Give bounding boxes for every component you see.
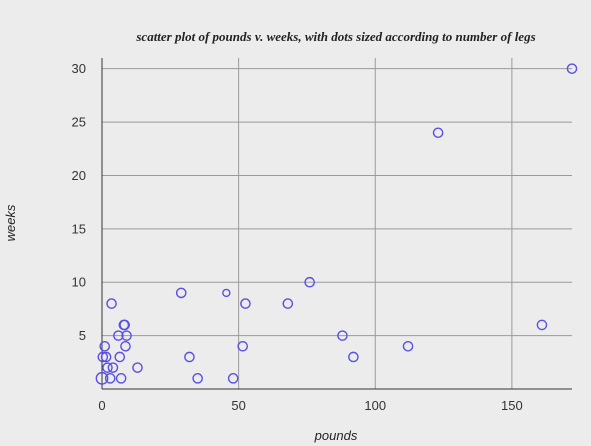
y-tick-label-5: 5 (79, 328, 86, 343)
data-point-9 (114, 351, 126, 363)
data-point-20 (227, 373, 239, 384)
grid-lines (102, 58, 572, 389)
data-point-30 (566, 63, 578, 74)
data-point-5 (104, 373, 116, 384)
y-tick-label-10: 10 (72, 275, 86, 290)
data-point-15 (132, 362, 143, 373)
data-point-16 (175, 287, 187, 299)
data-point-14 (121, 330, 132, 341)
y-tick-label-15: 15 (72, 221, 86, 236)
y-tick-label-20: 20 (72, 168, 86, 183)
data-point-7 (107, 362, 119, 373)
data-point-29 (536, 319, 548, 331)
x-axis-label: pounds (314, 428, 358, 443)
data-point-27 (402, 340, 414, 352)
data-point-24 (304, 276, 315, 288)
x-tick-label-150: 150 (501, 398, 523, 413)
x-tick-label-0: 0 (98, 398, 105, 413)
data-point-10 (115, 373, 127, 384)
data-point-26 (348, 351, 359, 363)
data-point-22 (240, 298, 251, 309)
data-point-12 (119, 319, 130, 331)
data-point-18 (192, 373, 203, 384)
data-points (95, 63, 578, 385)
tick-labels: 0 50 100 150 5 10 15 20 25 30 (72, 61, 523, 413)
y-tick-label-25: 25 (72, 115, 86, 130)
data-point-2 (99, 340, 111, 352)
axes (101, 58, 572, 390)
data-point-23 (282, 298, 294, 309)
data-point-8 (113, 330, 124, 341)
data-point-17 (184, 351, 195, 363)
data-point-0 (95, 371, 109, 385)
data-point-13 (120, 340, 131, 352)
data-point-3 (100, 351, 112, 363)
x-tick-label-50: 50 (231, 398, 245, 413)
data-point-4 (102, 362, 113, 373)
y-axis-label: weeks (3, 204, 18, 241)
data-point-1 (97, 351, 109, 363)
data-point-6 (106, 298, 117, 309)
data-point-28 (432, 127, 444, 139)
data-point-25 (337, 330, 348, 341)
data-point-19 (222, 288, 231, 298)
y-tick-label-30: 30 (72, 61, 86, 76)
x-tick-label-100: 100 (364, 398, 386, 413)
data-point-21 (237, 340, 249, 352)
chart-title: scatter plot of pounds v. weeks, with do… (135, 29, 535, 44)
